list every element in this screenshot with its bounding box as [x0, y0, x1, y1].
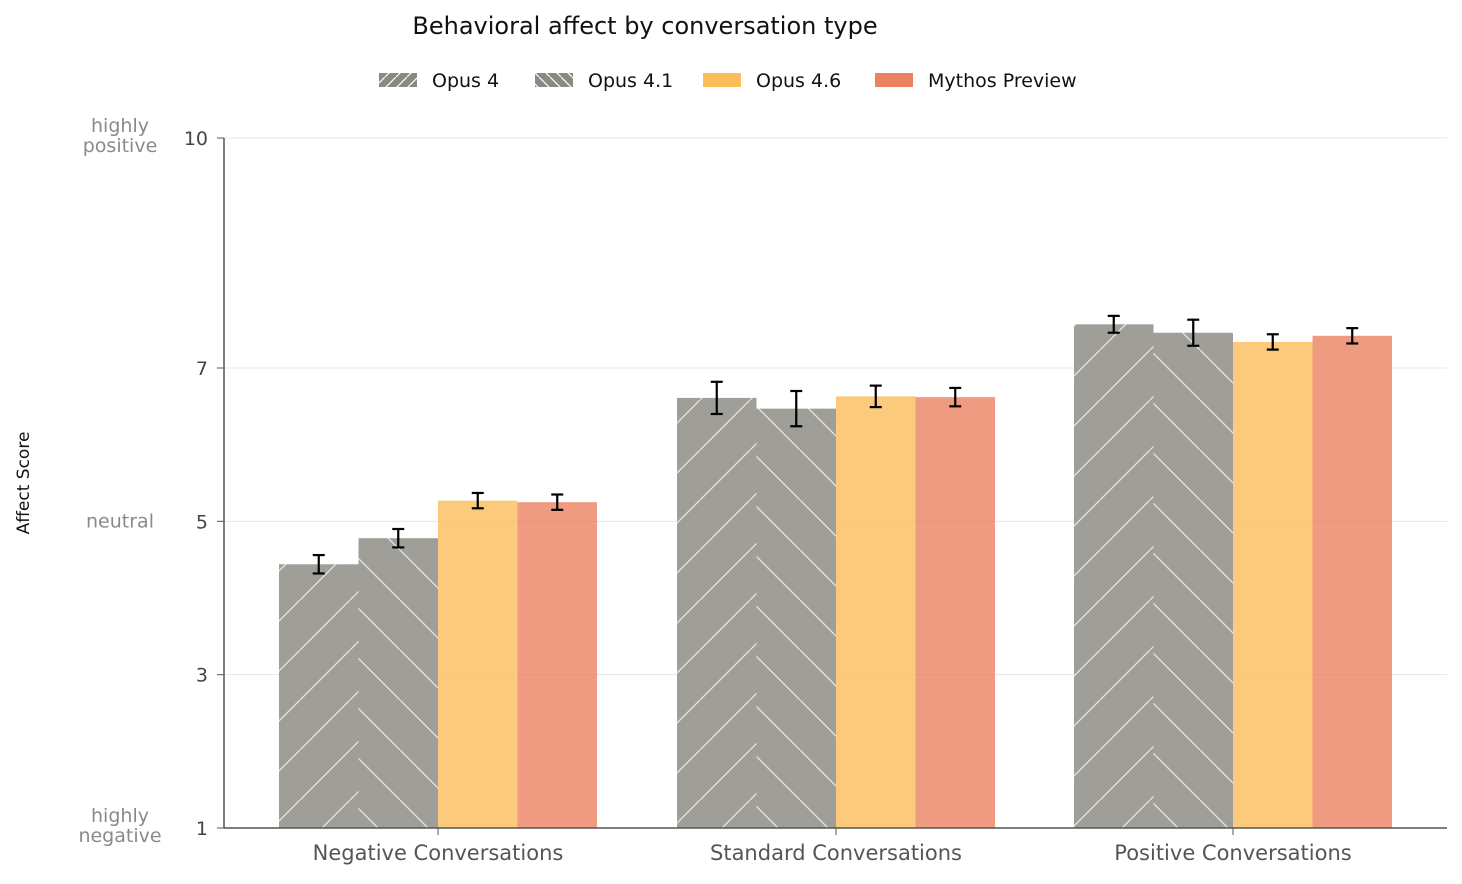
y-annotation: highly negative [78, 805, 161, 847]
y-annotation: neutral [86, 510, 154, 532]
bar [1153, 332, 1233, 828]
bar [836, 396, 916, 828]
chart-title: Behavioral affect by conversation type [412, 12, 877, 40]
bar [756, 408, 836, 828]
y-tick-label: 1 [196, 818, 208, 840]
legend-swatch [703, 73, 741, 87]
y-tick-label: 3 [196, 665, 208, 687]
y-tick-label: 5 [196, 511, 208, 533]
legend-swatch [535, 73, 573, 87]
bar [358, 538, 438, 828]
bar [677, 397, 757, 828]
bar [915, 397, 995, 828]
x-tick-label: Positive Conversations [1114, 841, 1351, 865]
legend-swatch [379, 73, 417, 87]
y-tick-label: 10 [184, 128, 208, 150]
x-tick-label: Standard Conversations [710, 841, 962, 865]
x-tick-label: Negative Conversations [313, 841, 564, 865]
legend-label: Mythos Preview [928, 70, 1077, 92]
bars [279, 314, 1392, 828]
legend-label: Opus 4.6 [756, 70, 841, 92]
legend-swatch [875, 73, 913, 87]
legend: Opus 4 Opus 4.1 Opus 4.6 Mythos Preview [379, 70, 1077, 92]
axes: 1 3 5 7 10 highly positive neutral highly negativ… [78, 115, 1447, 865]
bar [438, 500, 518, 828]
legend-label: Opus 4.1 [588, 70, 673, 92]
y-tick-label: 7 [196, 358, 208, 380]
legend-label: Opus 4 [432, 70, 499, 92]
bar [1233, 341, 1313, 828]
y-annotation: highly positive [83, 115, 158, 157]
y-axis-label: Affect Score [14, 432, 34, 535]
bar [1312, 335, 1392, 828]
bar [279, 564, 359, 828]
bar [517, 502, 597, 828]
bar [1074, 324, 1154, 828]
